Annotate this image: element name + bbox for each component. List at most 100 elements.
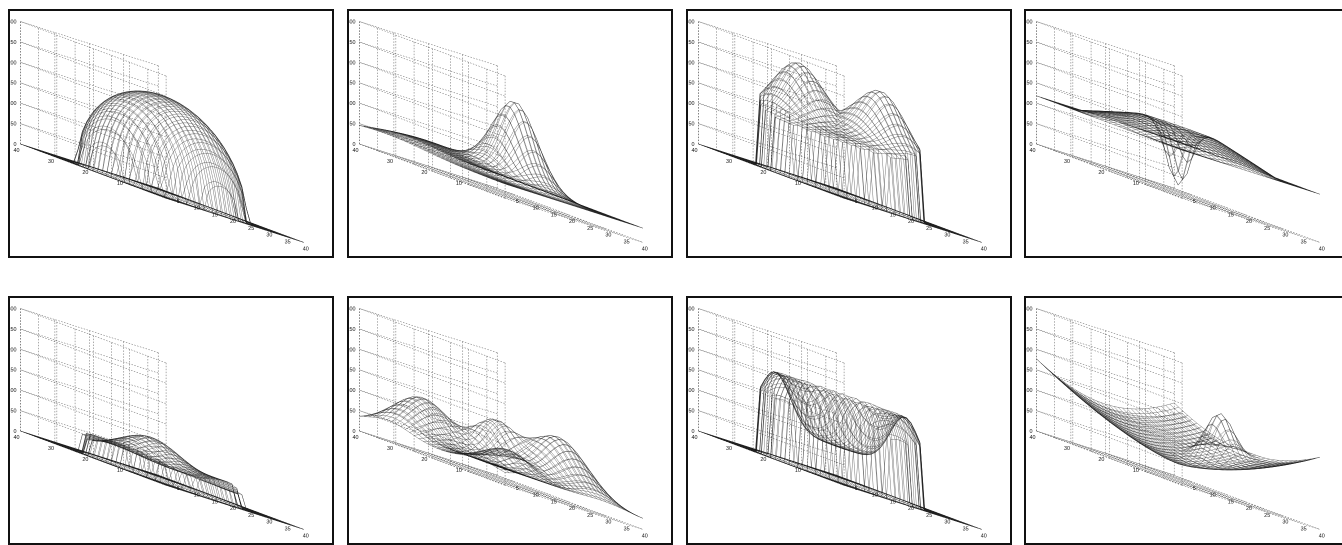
plot-4-floor-gridline xyxy=(1163,191,1302,236)
plot-7-x-tick-label: 20 xyxy=(908,506,914,512)
plot-8-floor-gridline xyxy=(1182,485,1320,530)
plot-7-z-tick-label: 300 xyxy=(688,306,695,312)
plot-8-mesh-line xyxy=(1181,412,1320,464)
plot-7-mesh-line xyxy=(730,371,869,488)
plot-1-mesh-line xyxy=(138,142,277,233)
plot-3-floor-gridline xyxy=(752,164,891,209)
plot-7-y-tick-label: 40 xyxy=(692,435,698,441)
plot-7-mesh-line xyxy=(716,383,855,483)
plot-4-grid xyxy=(1036,21,1320,243)
plot-7-x-tick-label: 5 xyxy=(855,486,858,492)
plot-1-mesh-line xyxy=(143,153,282,235)
plot-8-mesh xyxy=(1036,358,1320,471)
plot-3-x-tick-label: 15 xyxy=(890,212,896,218)
plot-6-mesh-line xyxy=(496,462,634,515)
plot-1-mesh-line xyxy=(156,194,295,240)
plot-1-mesh-line xyxy=(115,110,261,229)
plot-4-mesh-line xyxy=(1118,122,1257,171)
plot-1-x-tick-label: 15 xyxy=(212,212,218,218)
plot-2-grid xyxy=(359,21,643,243)
plot-4-mesh-line xyxy=(1144,130,1290,185)
plot-4-floor-gridline xyxy=(1054,150,1193,196)
plot-1-y-tick-label: 10 xyxy=(117,181,123,187)
plot-2-z-gridline xyxy=(359,82,506,138)
plot-4-floor-gridline xyxy=(1174,187,1320,243)
plot-1-x-tick-label: 30 xyxy=(266,233,272,239)
plot-1-mesh xyxy=(20,90,304,243)
plot-7-y-tick-label: 10 xyxy=(795,468,801,474)
plot-5-z-tick-label: 50 xyxy=(11,409,17,415)
plot-8-mesh-line xyxy=(1177,413,1316,465)
plot-2-z-gridline xyxy=(359,41,506,97)
plot-2-floor-gridline xyxy=(359,143,498,189)
plot-7-mesh-line xyxy=(721,375,859,484)
plot-4-z-tick-label: 0 xyxy=(1030,142,1033,148)
plot-8-z-gridline xyxy=(1036,349,1183,404)
plot-8-mesh-line xyxy=(1104,407,1243,464)
plot-6-mesh-line xyxy=(450,436,589,497)
plot-7-y-tick-label: 20 xyxy=(760,457,766,463)
surface-plot-4-svg: 0 50 100 150 200 250 300 10 20 30 40 5 10 15 20 25 30 35 4… xyxy=(1026,19,1325,252)
plot-4-floor-gridline xyxy=(1145,184,1284,230)
plot-5-z-tick-label: 150 xyxy=(10,368,17,374)
plot-4-z-gridline xyxy=(1036,21,1183,77)
plot-3-mesh-line xyxy=(810,134,957,235)
plot-4-floor-gridline xyxy=(1127,177,1266,223)
surface-plot-5-svg: 0 50 100 150 200 250 300 10 20 30 40 5 10 15 20 25 30 35 4… xyxy=(10,306,309,539)
plot-4-mesh-line xyxy=(1109,118,1248,186)
plot-5-mesh-line xyxy=(161,483,300,528)
plot-1-mesh-line xyxy=(88,91,227,214)
plot-8-mesh-line xyxy=(1118,412,1257,468)
plot-3-mesh-line xyxy=(758,65,905,218)
plot-4-mesh-line xyxy=(1131,129,1270,176)
plot-4-mesh-line xyxy=(1100,115,1239,164)
plot-4-mesh-line xyxy=(1159,141,1298,186)
plot-1-mesh-line xyxy=(47,108,186,199)
plot-4-mesh-line xyxy=(1077,111,1216,156)
plot-4-floor-gridline xyxy=(1090,164,1229,209)
plot-3-mesh-line xyxy=(793,91,932,224)
plot-2-mesh-line xyxy=(391,135,530,186)
plot-5-mesh-line xyxy=(38,433,177,483)
plot-6-z-tick-label: 0 xyxy=(353,429,356,435)
plot-2-mesh-line xyxy=(423,123,562,198)
plot-8-x-tick-label: 25 xyxy=(1264,513,1270,519)
plot-1-mesh-line xyxy=(97,95,236,218)
plot-5-mesh-line xyxy=(125,456,263,515)
plot-4-z-tick-label: 250 xyxy=(1026,40,1033,46)
plot-2-x-tick-label: 10 xyxy=(533,206,539,212)
plot-1-grid xyxy=(20,21,304,243)
plot-6-mesh-line xyxy=(414,426,552,486)
plot-2-floor-gridline xyxy=(450,177,589,223)
plot-5-mesh-line xyxy=(20,430,159,476)
plot-6-y-tick-label: 20 xyxy=(421,457,427,463)
plot-8-floor-gridline xyxy=(1090,451,1229,496)
plot-1-mesh-line xyxy=(129,125,268,230)
plot-5-x-tick-label: 25 xyxy=(248,513,254,519)
surface-plot-3-svg: 0 50 100 150 200 250 300 10 20 30 40 5 10 15 20 25 30 35 4… xyxy=(688,19,987,252)
plot-6-z-tick-label: 150 xyxy=(349,368,356,374)
plot-2-mesh-line xyxy=(441,102,580,205)
plot-8-mesh-line xyxy=(1156,406,1303,467)
surface-plot-5: 0 50 100 150 200 250 300 10 20 30 40 5 10 15 20 25 30 35 4… xyxy=(8,296,334,545)
plot-2-mesh-line xyxy=(482,175,621,220)
plot-7-mesh-line xyxy=(739,371,878,491)
plot-2-mesh-line xyxy=(414,143,552,195)
plot-8-z-gridline xyxy=(1036,369,1183,425)
plot-8-x-tick-label: 35 xyxy=(1301,527,1307,533)
plot-3-mesh-line xyxy=(823,152,970,239)
plot-3-x-tick-label: 30 xyxy=(944,233,950,239)
plot-6-floor-gridline xyxy=(462,463,609,519)
plot-4-mesh-line xyxy=(1126,124,1273,180)
plot-1-mesh-line xyxy=(123,122,270,232)
plot-3-mesh-line xyxy=(743,62,882,206)
plot-5-mesh-line xyxy=(56,436,195,489)
plot-2-y-tick-label: 10 xyxy=(456,181,462,187)
plot-2-mesh-line xyxy=(454,136,593,210)
plot-6-x-tick-label: 20 xyxy=(569,506,575,512)
plot-3-x-tick-label: 40 xyxy=(981,246,987,252)
plot-5-y-tick-label: 40 xyxy=(14,435,20,441)
plot-1-mesh-line xyxy=(56,98,195,202)
plot-2-mesh-line xyxy=(432,105,571,201)
plot-3-mesh-line xyxy=(844,198,982,243)
